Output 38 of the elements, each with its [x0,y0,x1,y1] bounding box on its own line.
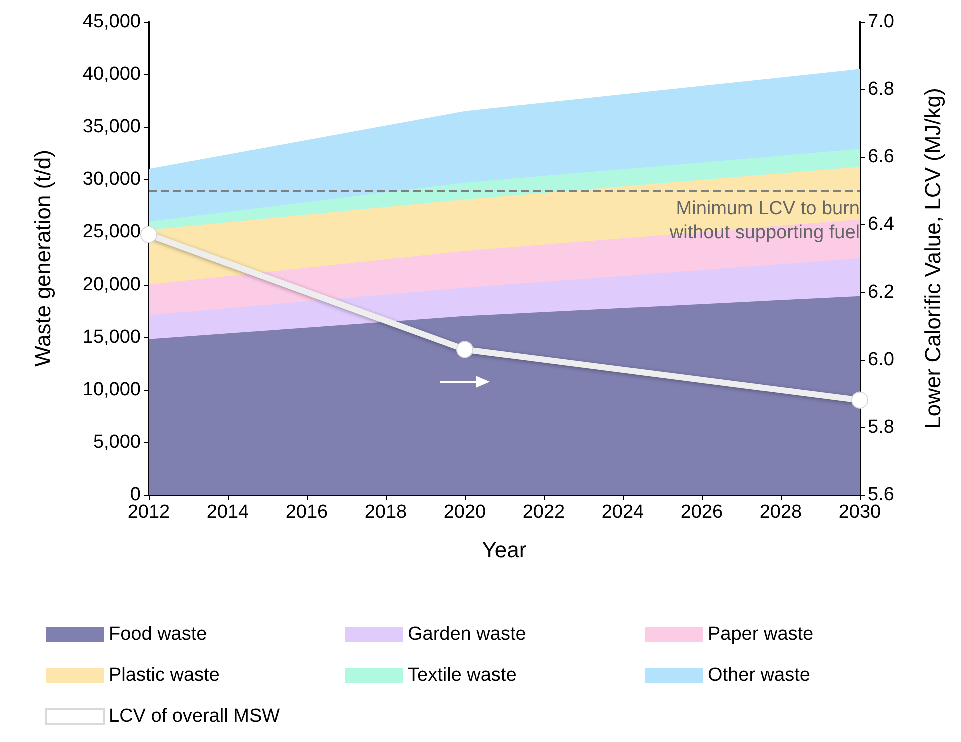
y-tick-label: 30,000 [82,169,141,190]
y-tick-label: 5,000 [93,432,141,453]
y2-tick-label: 6.2 [868,282,894,303]
legend-label: Other waste [708,665,810,686]
y-tick-label: 20,000 [82,274,141,296]
y-tick-label: 35,000 [82,116,141,138]
point [140,226,158,244]
y2-tick-label: 6.0 [868,349,894,370]
legend-label: Paper waste [708,624,814,645]
legend-label: Garden waste [408,624,526,645]
y2-axis-title: Lower Calorific Value, LCV (MJ/kg) [920,88,946,429]
x-tick-label: 2018 [364,502,408,523]
y-tick-label: 25,000 [82,222,141,243]
y-tick-label: 10,000 [82,379,141,400]
y-tick-label: 45,000 [82,12,141,32]
x-tick-label: 2022 [522,502,566,523]
legend-label: Food waste [109,624,208,645]
x-tick-label: 2028 [760,502,802,523]
x-tick-label: 2026 [680,502,724,523]
y-tick-label: 15,000 [82,326,141,348]
legend-label: Plastic waste [109,665,220,686]
point [852,392,868,409]
y2-tick-label: 6.6 [868,146,894,168]
y-tick-label: 40,000 [82,64,141,86]
y2-tick-label: 7.0 [868,12,894,32]
x-tick-label: 2014 [206,502,250,523]
y-axis-title: Waste generation (t/d) [30,150,56,367]
x-tick-label: 2020 [444,502,486,523]
y2-tick-label: 6.8 [868,79,894,100]
x-tick-label: 2016 [286,502,328,523]
legend-label: LCV of overall MSW [109,706,280,727]
y2-tick-label: 6.4 [868,214,895,236]
point [456,341,474,358]
ref-line-label: Minimum LCV to burn without supporting fuel [668,198,860,244]
x-tick-label: 2024 [602,502,645,523]
y2-tick-label: 5.8 [868,416,894,438]
x-axis-title: Year [482,538,527,562]
legend-label: Textile waste [408,665,517,686]
